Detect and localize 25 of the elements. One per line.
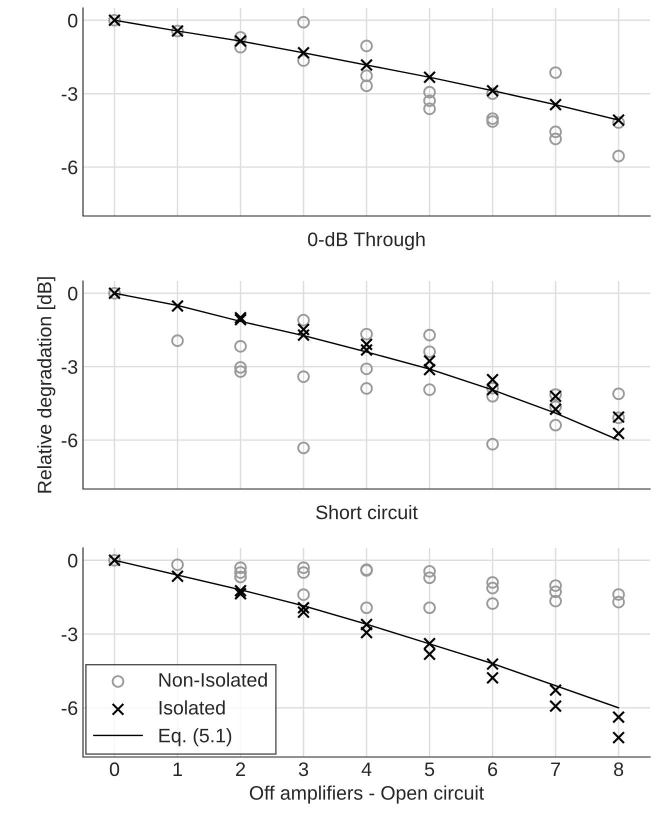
x-axis-title: 0-dB Through bbox=[308, 232, 425, 250]
y-tick-label: 0 bbox=[68, 554, 78, 568]
y-tick-label: 0 bbox=[68, 14, 78, 28]
x-tick-label: 6 bbox=[488, 762, 498, 776]
y-tick-label: -3 bbox=[62, 360, 78, 374]
legend-label: Non-Isolated bbox=[159, 672, 267, 687]
y-axis-title: Relative degradation [dB] bbox=[37, 277, 56, 493]
x-tick-label: 5 bbox=[424, 762, 434, 776]
y-tick-label: -3 bbox=[62, 628, 78, 642]
legend-label: Eq. (5.1) bbox=[159, 728, 232, 746]
y-tick-label: -6 bbox=[62, 160, 78, 174]
legend-label: Isolated bbox=[160, 700, 225, 715]
x-tick-label: 7 bbox=[551, 762, 560, 776]
x-axis-title: Off amplifiers - Open circuit bbox=[250, 786, 484, 804]
x-tick-label: 4 bbox=[362, 762, 372, 776]
x-tick-label: 2 bbox=[236, 762, 245, 776]
y-tick-label: -3 bbox=[62, 87, 78, 101]
x-tick-label: 3 bbox=[298, 762, 308, 776]
x-tick-label: 1 bbox=[174, 762, 182, 776]
y-tick-label: -6 bbox=[62, 701, 78, 716]
y-tick-label: 0 bbox=[68, 286, 78, 300]
x-axis-title: Short circuit bbox=[316, 504, 418, 520]
x-tick-label: 8 bbox=[614, 762, 624, 776]
y-tick-label: -6 bbox=[62, 434, 78, 448]
x-tick-label: 0 bbox=[110, 762, 120, 776]
